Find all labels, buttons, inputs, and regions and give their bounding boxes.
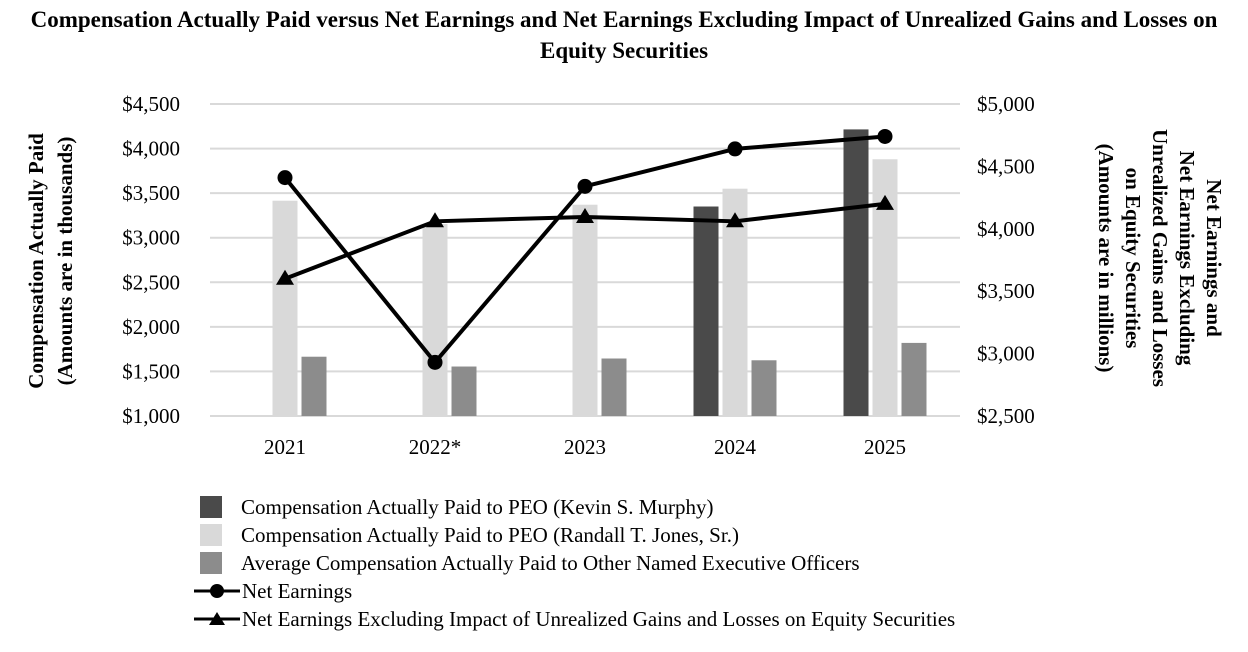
legend-swatch-dark bbox=[200, 496, 222, 518]
bars bbox=[272, 129, 927, 417]
right-axis: $2,500 $3,000 $3,500 $4,000 $4,500 $5,000 bbox=[977, 92, 1035, 428]
point-triangle bbox=[726, 212, 744, 228]
lines bbox=[276, 128, 894, 370]
legend-triangle-line-icon bbox=[194, 612, 240, 625]
legend-label: Average Compensation Actually Paid to Ot… bbox=[241, 551, 860, 575]
legend-item-other-neos: Average Compensation Actually Paid to Ot… bbox=[194, 549, 955, 577]
legend-item-jones: Compensation Actually Paid to PEO (Randa… bbox=[194, 521, 955, 549]
left-tick-label: $2,500 bbox=[122, 270, 180, 294]
left-tick-label: $3,000 bbox=[122, 226, 180, 250]
bar bbox=[301, 356, 327, 416]
point-circle bbox=[277, 170, 293, 186]
x-axis: 2021 2022* 2023 2024 2025 bbox=[264, 435, 906, 459]
legend-label: Compensation Actually Paid to PEO (Kevin… bbox=[241, 495, 714, 519]
legend-label: Net Earnings bbox=[242, 579, 353, 603]
point-triangle bbox=[576, 207, 594, 223]
legend-item-net-earnings: Net Earnings bbox=[194, 577, 955, 605]
left-tick-label: $3,500 bbox=[122, 181, 180, 205]
legend-label: Compensation Actually Paid to PEO (Randa… bbox=[241, 523, 739, 547]
left-tick-label: $4,000 bbox=[122, 137, 180, 161]
chart: $1,000 $1,500 $2,000 $2,500 $3,000 $3,500 $4,0… bbox=[24, 92, 1226, 459]
legend-item-net-earnings-excl: Net Earnings Excluding Impact of Unreali… bbox=[194, 605, 955, 633]
left-tick-label: $4,500 bbox=[122, 92, 180, 116]
legend-circle-line-icon bbox=[194, 584, 240, 598]
legend-swatch-light bbox=[200, 524, 222, 546]
right-axis-label-line: (Amounts are in millions) bbox=[1094, 144, 1118, 373]
left-axis-label-line2: (Amounts are in thousands) bbox=[53, 137, 77, 386]
right-axis-label-line: on Equity Securities bbox=[1121, 168, 1145, 349]
right-axis-label-line: Unrealized Gains and Losses bbox=[1148, 129, 1172, 387]
x-tick-label: 2024 bbox=[714, 435, 757, 459]
bar bbox=[901, 342, 927, 416]
point-circle bbox=[727, 141, 743, 157]
x-tick-label: 2022* bbox=[409, 435, 462, 459]
bar bbox=[693, 206, 719, 416]
bar bbox=[843, 129, 869, 417]
bar bbox=[451, 366, 477, 416]
right-tick-label: $5,000 bbox=[977, 92, 1035, 116]
bar bbox=[601, 358, 627, 416]
left-tick-label: $1,000 bbox=[122, 404, 180, 428]
bar bbox=[422, 223, 448, 416]
right-tick-label: $3,500 bbox=[977, 279, 1035, 303]
x-tick-label: 2023 bbox=[564, 435, 606, 459]
bar bbox=[572, 204, 598, 416]
left-axis: $1,000 $1,500 $2,000 $2,500 $3,000 $3,500 $4,0… bbox=[122, 92, 180, 428]
left-tick-label: $1,500 bbox=[122, 359, 180, 383]
point-triangle bbox=[276, 269, 294, 285]
right-tick-label: $4,000 bbox=[977, 217, 1035, 241]
point-circle bbox=[877, 128, 893, 144]
legend-swatch-medium bbox=[200, 552, 222, 574]
x-tick-label: 2021 bbox=[264, 435, 306, 459]
right-axis-label-line: Net Earnings and bbox=[1202, 179, 1226, 337]
right-tick-label: $4,500 bbox=[977, 154, 1035, 178]
legend-item-murphy: Compensation Actually Paid to PEO (Kevin… bbox=[194, 493, 955, 521]
chart-title: Compensation Actually Paid versus Net Ea… bbox=[0, 4, 1248, 66]
x-tick-label: 2025 bbox=[864, 435, 906, 459]
chart-title-text: Compensation Actually Paid versus Net Ea… bbox=[30, 7, 1218, 63]
legend-label: Net Earnings Excluding Impact of Unreali… bbox=[242, 607, 956, 631]
legend: Compensation Actually Paid to PEO (Kevin… bbox=[194, 493, 955, 633]
bar bbox=[272, 200, 298, 416]
right-tick-label: $3,000 bbox=[977, 342, 1035, 366]
point-triangle bbox=[876, 194, 894, 210]
right-tick-label: $2,500 bbox=[977, 404, 1035, 428]
point-circle bbox=[577, 178, 593, 194]
left-axis-label-line1: Compensation Actually Paid bbox=[24, 133, 48, 389]
left-tick-label: $2,000 bbox=[122, 315, 180, 339]
right-axis-label-line: Net Earnings Excluding bbox=[1175, 151, 1199, 366]
point-triangle bbox=[426, 212, 444, 228]
point-circle bbox=[427, 354, 443, 370]
bar bbox=[751, 360, 777, 416]
